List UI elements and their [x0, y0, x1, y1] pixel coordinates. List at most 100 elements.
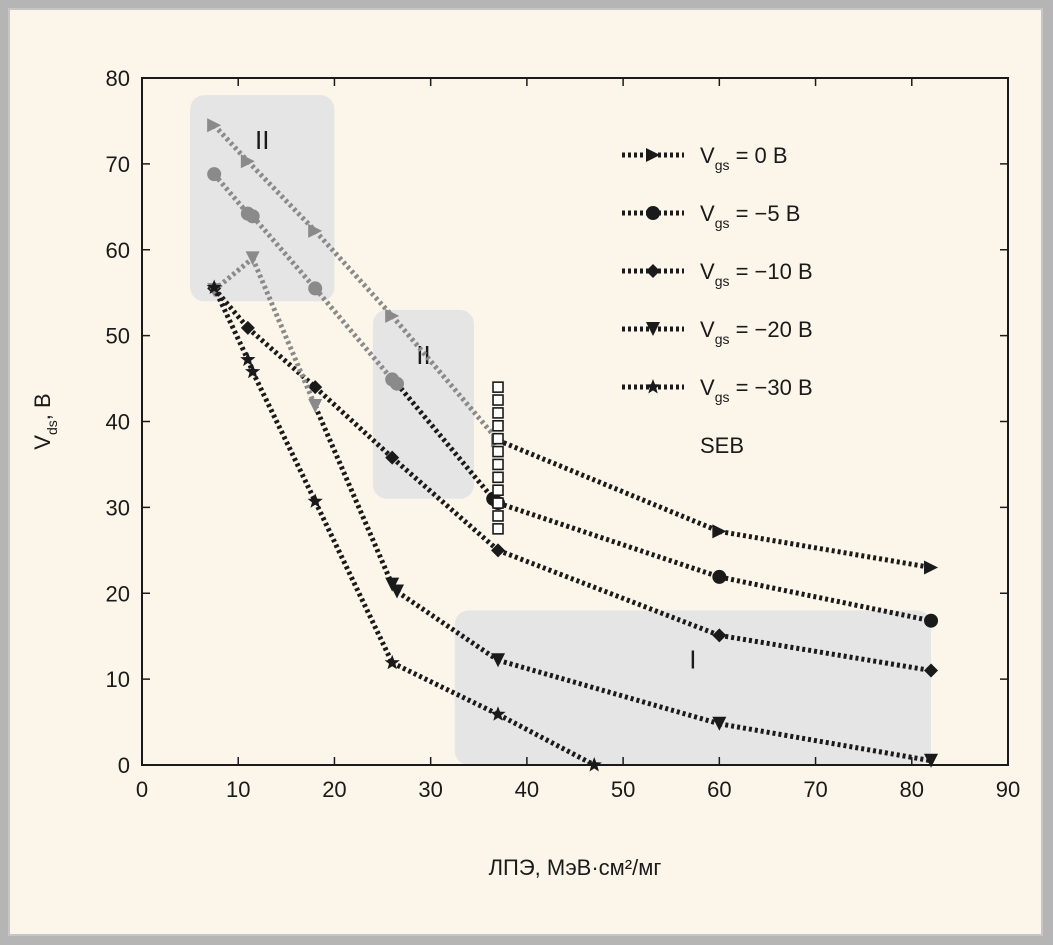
series-segment [395, 589, 500, 663]
region-box [190, 95, 335, 302]
data-point [924, 560, 939, 575]
legend-label-main: V [700, 201, 715, 226]
series-segment [313, 286, 395, 382]
region-box [372, 309, 474, 499]
series-segment [496, 712, 596, 768]
series-segment [313, 385, 394, 460]
legend-marker [646, 264, 660, 278]
legend-entry: Vgs = −20 В [622, 317, 813, 347]
legend-label-subscript: gs [715, 331, 730, 347]
legend-label: Vgs = −10 В [700, 259, 813, 289]
series-segment [250, 370, 318, 503]
seb-point [492, 471, 504, 484]
region-box [454, 610, 932, 765]
legend-entry: Vgs = −30 В [622, 375, 813, 405]
data-point [712, 628, 727, 643]
data-point [308, 281, 323, 296]
chart: IIIII 0102030405060708090010203040506070… [30, 66, 1020, 880]
data-point [385, 450, 400, 465]
x-tick-label: 90 [996, 777, 1020, 802]
data-point [712, 716, 727, 731]
region-label: I [689, 644, 696, 674]
legend-label: Vgs = 0 В [700, 143, 788, 173]
series-segment [211, 286, 251, 361]
data-point [245, 251, 260, 266]
data-point [712, 569, 727, 584]
series-segment [395, 382, 496, 501]
data-point [307, 493, 323, 508]
legend-entry: Vgs = 0 В [622, 143, 788, 173]
x-tick-label: 50 [611, 777, 635, 802]
data-point [207, 167, 222, 182]
x-tick-label: 80 [900, 777, 924, 802]
legend-label-value: = −20 В [729, 317, 812, 342]
legend-label: Vgs = −20 В [700, 317, 813, 347]
series-segment [212, 256, 255, 293]
data-point [240, 154, 255, 169]
series-segment [497, 500, 721, 580]
legend-label-value: = −30 В [729, 375, 812, 400]
seb-point [492, 458, 504, 471]
series-segment [250, 214, 318, 291]
data-point [308, 380, 323, 395]
legend-label-value: = −10 В [729, 259, 812, 284]
data-point [389, 584, 404, 599]
region-label: II [255, 125, 269, 155]
seb-point [492, 497, 504, 509]
legend-label-subscript: gs [715, 157, 730, 173]
data-point [308, 223, 323, 238]
data-point [491, 543, 506, 558]
y-axis-title-main: V [30, 435, 55, 450]
legend-label-subscript: gs [715, 273, 730, 289]
legend-label-main: V [700, 259, 715, 284]
legend-marker [646, 322, 660, 336]
series-segment [391, 660, 500, 717]
seb-point [492, 419, 504, 432]
x-tick-label: 60 [707, 777, 731, 802]
data-point [586, 757, 602, 772]
data-point [308, 399, 323, 414]
y-tick-label: 50 [106, 324, 130, 349]
data-point [490, 706, 506, 721]
legend-label: Vgs = −5 В [700, 201, 800, 231]
data-point [245, 363, 261, 379]
legend-label-main: V [700, 375, 715, 400]
legend-entry: Vgs = −10 В [622, 259, 813, 289]
data-point [245, 209, 260, 224]
data-point [712, 524, 727, 539]
series-segment [497, 657, 721, 727]
seb-point [492, 407, 504, 419]
seb-point [492, 381, 504, 393]
series-segment [212, 123, 250, 164]
series-segment [718, 574, 932, 624]
y-tick-label: 0 [118, 753, 130, 778]
y-tick-label: 60 [106, 238, 130, 263]
y-tick-label: 80 [106, 66, 130, 91]
legend-label-subscript: gs [715, 215, 730, 231]
data-point [924, 663, 939, 678]
seb-point [492, 484, 504, 497]
x-tick-label: 40 [515, 777, 539, 802]
x-tick-label: 30 [418, 777, 442, 802]
legend-label-main: V [700, 317, 715, 342]
seb-point [492, 445, 504, 458]
series-segment [250, 257, 318, 408]
series-segment [312, 500, 395, 664]
data-point [491, 653, 506, 668]
figure-frame: IIIII 0102030405060708090010203040506070… [8, 8, 1043, 936]
seb-point [492, 432, 504, 445]
data-point [240, 320, 255, 335]
x-tick-label: 20 [322, 777, 346, 802]
data-point [240, 351, 256, 367]
series-segment [497, 438, 721, 534]
data-point [385, 308, 400, 323]
legend-marker [646, 206, 660, 220]
y-axis-title: Vds, В [30, 393, 60, 449]
data-point [924, 753, 939, 768]
series-segment [246, 159, 317, 233]
legend-marker [646, 148, 660, 162]
y-axis-title-subscript: ds [44, 420, 60, 435]
legend-label-subscript: gs [715, 389, 730, 405]
series-segment [212, 172, 250, 216]
seb-point [492, 394, 504, 406]
